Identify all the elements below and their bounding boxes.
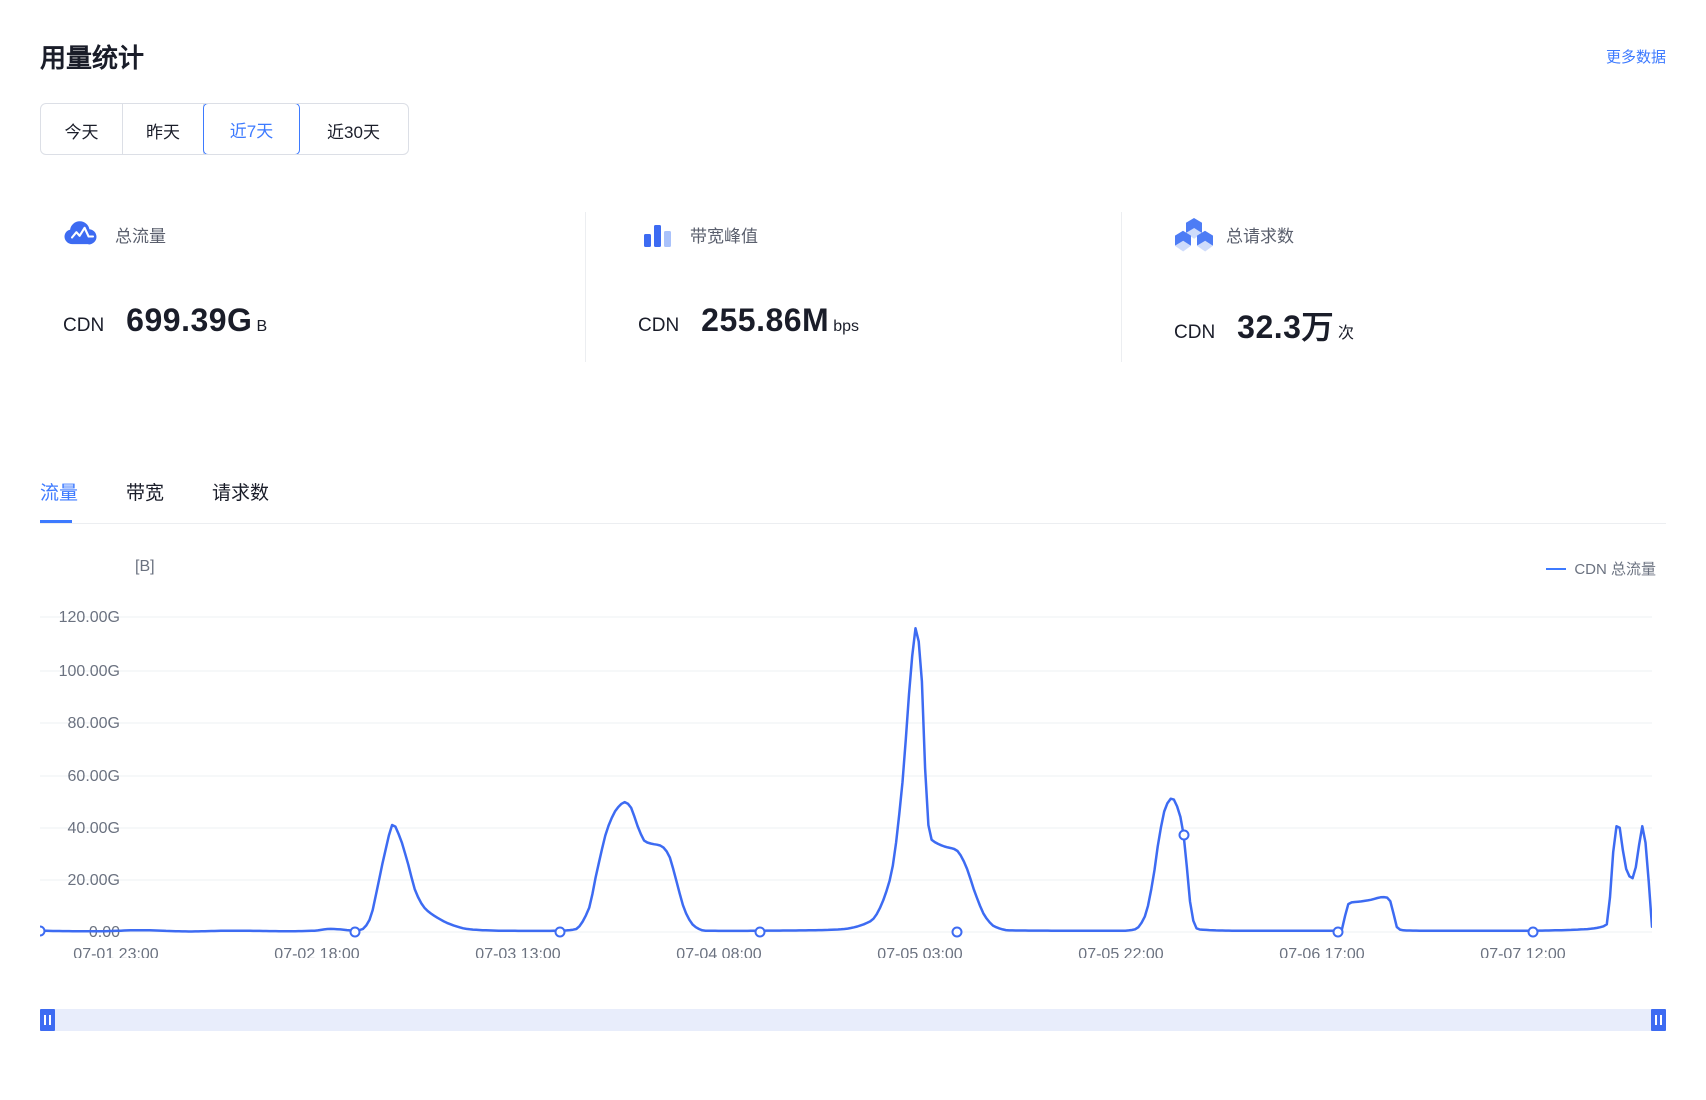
svg-text:07-04 08:00: 07-04 08:00 [676,946,762,958]
svg-text:07-07 12:00: 07-07 12:00 [1480,946,1566,958]
svg-text:0.00: 0.00 [89,924,120,941]
svg-text:40.00G: 40.00G [68,820,120,837]
svg-text:07-03 13:00: 07-03 13:00 [475,946,561,958]
svg-text:80.00G: 80.00G [68,715,120,732]
svg-text:07-06 17:00: 07-06 17:00 [1279,946,1365,958]
svg-text:07-01 23:00: 07-01 23:00 [73,946,159,958]
svg-text:07-05 03:00: 07-05 03:00 [877,946,963,958]
svg-text:07-02 18:00: 07-02 18:00 [274,946,360,958]
svg-text:120.00G: 120.00G [59,609,120,626]
svg-text:60.00G: 60.00G [68,768,120,785]
svg-text:07-05 22:00: 07-05 22:00 [1078,946,1164,958]
svg-text:20.00G: 20.00G [68,872,120,889]
svg-text:100.00G: 100.00G [59,663,120,680]
